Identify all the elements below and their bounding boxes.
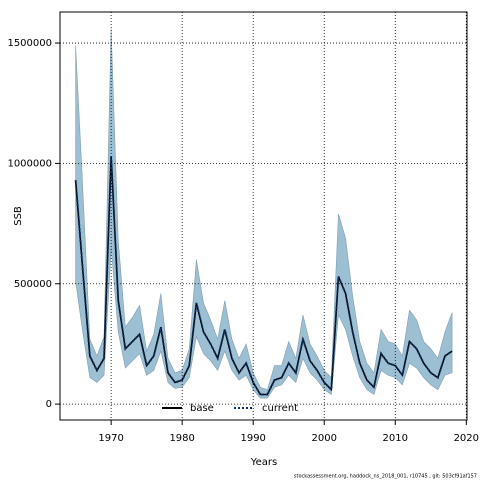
legend-label: current bbox=[262, 403, 298, 414]
x-tick-label: 1970 bbox=[98, 433, 123, 444]
series-line bbox=[74, 156, 453, 396]
y-tick-label: 1000000 bbox=[7, 158, 52, 169]
confidence-band bbox=[75, 28, 453, 399]
footnote: stockassessment.org, haddock_ns_2018_001… bbox=[294, 474, 477, 480]
x-tick-label: 2000 bbox=[312, 433, 337, 444]
y-tick-label: 0 bbox=[46, 399, 52, 410]
y-tick-label: 1500000 bbox=[7, 38, 52, 49]
x-tick-label: 1980 bbox=[169, 433, 194, 444]
plot-frame bbox=[59, 11, 468, 421]
x-axis-label: Years bbox=[250, 457, 277, 468]
x-tick-label: 1990 bbox=[240, 433, 265, 444]
x-tick-label: 2020 bbox=[454, 433, 479, 444]
y-tick-label: 500000 bbox=[14, 279, 52, 290]
y-axis-label: SSB bbox=[13, 206, 24, 226]
x-tick-label: 2010 bbox=[383, 433, 408, 444]
legend-label: base bbox=[190, 403, 214, 414]
